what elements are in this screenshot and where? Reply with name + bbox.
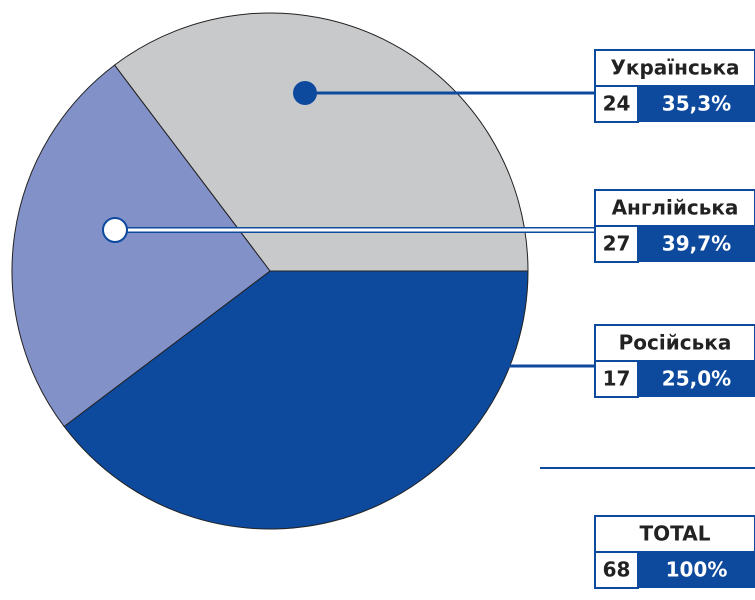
pie-slice bbox=[11, 64, 271, 428]
percent-label: 39,7% bbox=[662, 232, 731, 256]
total-label: TOTAL bbox=[640, 522, 711, 546]
marker bbox=[360, 354, 384, 378]
count-label: 17 bbox=[603, 367, 631, 391]
category-label: Англійська bbox=[612, 196, 739, 220]
count-label: 27 bbox=[603, 232, 631, 256]
total-percent: 100% bbox=[666, 558, 728, 582]
total-percent-box bbox=[638, 552, 755, 588]
percent-label: 25,0% bbox=[662, 367, 731, 391]
pie-slice bbox=[113, 12, 529, 272]
count-label: 24 bbox=[603, 92, 631, 116]
marker bbox=[293, 81, 317, 105]
percent-label: 35,3% bbox=[662, 92, 731, 116]
percent-box bbox=[638, 226, 755, 262]
total-count-box bbox=[594, 551, 639, 589]
percent-box bbox=[638, 86, 755, 122]
count-box bbox=[594, 360, 639, 398]
pie-slice bbox=[63, 270, 529, 530]
category-label: Українська bbox=[610, 56, 739, 80]
label-box bbox=[594, 189, 755, 227]
total-count: 68 bbox=[603, 558, 631, 582]
count-box bbox=[594, 85, 639, 123]
percent-box bbox=[638, 361, 755, 397]
marker bbox=[102, 217, 128, 243]
count-box bbox=[594, 225, 639, 263]
category-label: Російська bbox=[619, 331, 732, 355]
label-box bbox=[594, 324, 755, 362]
